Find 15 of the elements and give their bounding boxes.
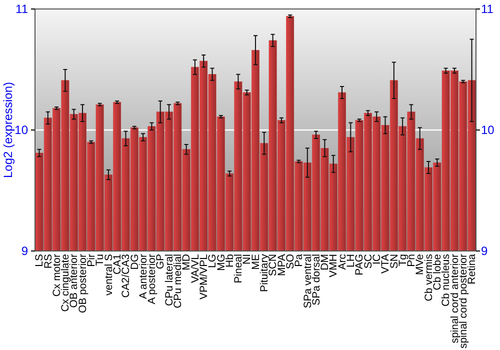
y2-tick-label: 9 — [481, 244, 488, 258]
x-tick-label: RS — [42, 254, 54, 269]
y-axis-title: Log2 (expression) — [1, 82, 15, 178]
x-tick-label: A posterior — [146, 254, 158, 304]
x-tick-label: SPa dorsal — [310, 254, 322, 306]
x-tick-label: SO — [284, 254, 296, 270]
x-tick-label: IC — [370, 254, 383, 264]
x-tick-label: OB posterior — [76, 254, 89, 313]
x-tick-label: Tg — [396, 254, 409, 266]
y2-tick-label: 11 — [481, 2, 494, 16]
y-tick-label: 10 — [14, 122, 28, 137]
y2-tick-label: 10 — [481, 122, 495, 137]
y-tick-label: 11 — [16, 2, 28, 16]
x-tick-label: DG — [128, 254, 141, 270]
y-tick-label: 9 — [21, 244, 28, 258]
